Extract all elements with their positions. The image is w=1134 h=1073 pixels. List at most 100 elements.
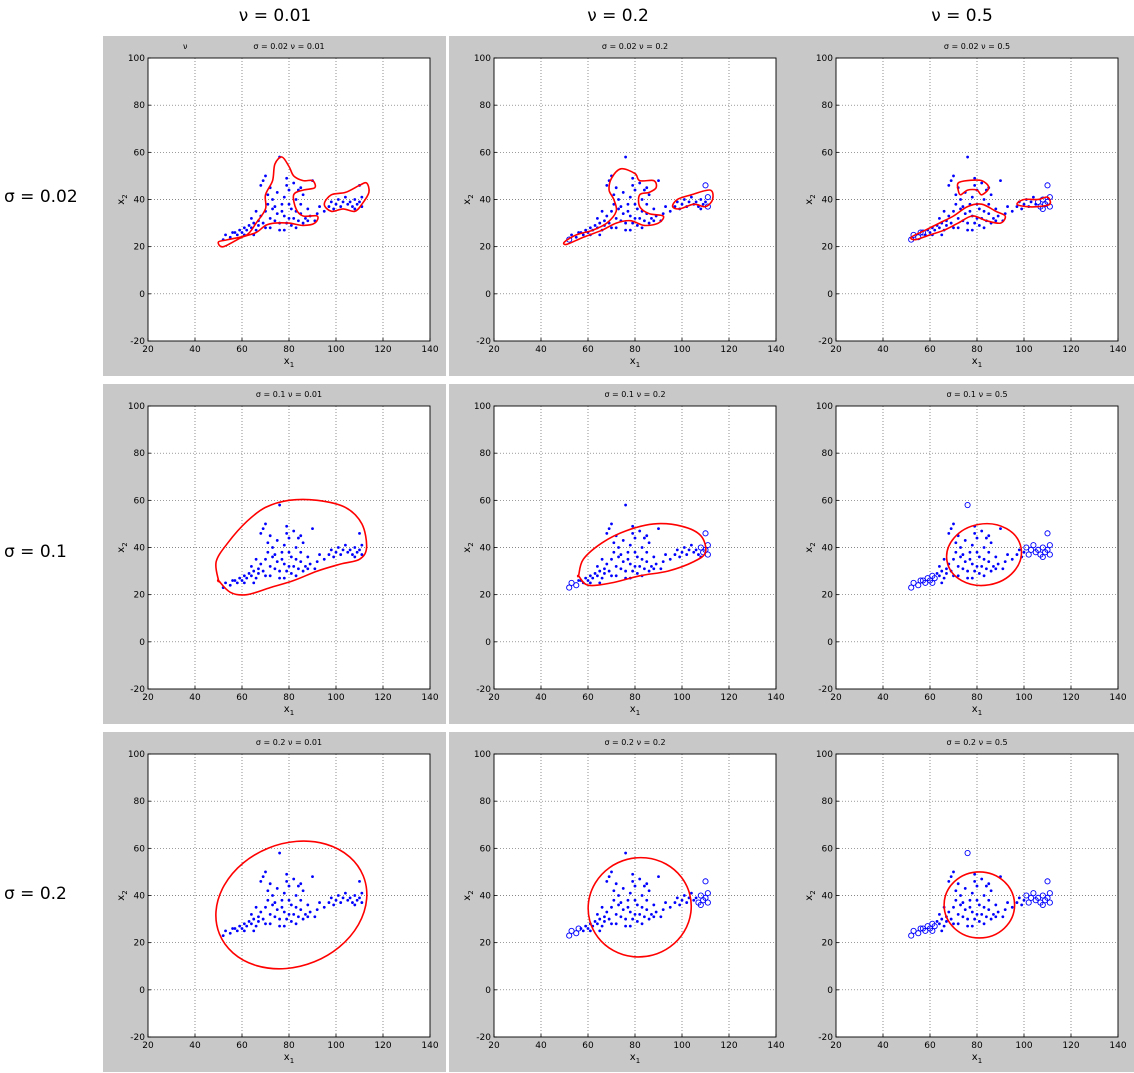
decision-boundary <box>562 167 665 246</box>
data-point <box>987 898 991 902</box>
y-tick-label: 60 <box>480 148 492 158</box>
data-point <box>942 209 946 213</box>
data-point <box>980 529 984 533</box>
data-point <box>645 186 649 190</box>
data-point <box>261 527 265 531</box>
x-tick-label: 120 <box>720 1041 737 1051</box>
data-point <box>963 887 967 890</box>
data-point <box>311 527 314 531</box>
outlier-point <box>702 878 709 885</box>
data-point <box>591 576 595 580</box>
data-point <box>252 221 256 225</box>
data-point <box>355 550 359 554</box>
data-point <box>952 905 955 909</box>
data-point <box>1010 557 1014 561</box>
x-axis-label: x1 <box>284 1052 294 1065</box>
outlier-point <box>573 930 580 937</box>
data-point <box>982 209 986 213</box>
data-point <box>1003 908 1007 912</box>
y-tick-label: 100 <box>816 750 833 760</box>
data-point <box>294 557 298 561</box>
data-point <box>353 546 357 549</box>
outlier-point <box>1046 899 1053 906</box>
data-point <box>259 183 263 187</box>
data-point <box>638 216 642 220</box>
data-point <box>600 905 604 909</box>
data-point <box>626 898 630 902</box>
data-point <box>638 181 642 185</box>
data-point <box>266 889 270 893</box>
data-point <box>954 202 958 206</box>
decision-boundary <box>323 181 370 213</box>
x-tick-label: 60 <box>582 345 594 355</box>
data-point <box>235 929 239 933</box>
data-point <box>621 191 625 194</box>
data-point <box>596 216 599 220</box>
chart-title: σ = 0.02 ν = 0.2 <box>602 42 668 51</box>
chart-title: σ = 0.1 ν = 0.5 <box>946 390 1007 399</box>
chart-title: σ = 0.2 ν = 0.01 <box>256 738 322 747</box>
data-point <box>987 212 991 216</box>
data-point <box>996 910 1000 914</box>
y-tick-label: -20 <box>476 685 491 695</box>
data-point <box>631 524 635 528</box>
outlier-point <box>919 577 926 584</box>
data-point <box>327 205 331 208</box>
x-tick-label: 100 <box>673 345 690 355</box>
y-tick-label: 40 <box>480 544 492 554</box>
outlier-point <box>917 229 924 236</box>
data-point <box>266 193 270 197</box>
data-point <box>614 186 618 190</box>
data-point <box>973 917 977 921</box>
x-tick-label: 100 <box>327 693 344 703</box>
outlier-point <box>964 850 971 857</box>
data-point <box>631 872 635 876</box>
data-point <box>619 901 623 904</box>
data-point <box>311 875 314 879</box>
data-point <box>654 910 658 914</box>
data-point <box>963 212 967 216</box>
data-point <box>664 553 667 556</box>
data-point <box>970 543 974 547</box>
data-point <box>301 193 305 197</box>
y-tick-label: 80 <box>480 797 492 807</box>
data-point <box>273 219 277 223</box>
outlier-point <box>929 579 936 586</box>
data-point <box>231 579 235 582</box>
data-point <box>987 550 991 554</box>
data-point <box>266 541 270 545</box>
data-point <box>680 202 684 206</box>
data-point <box>278 576 281 580</box>
column-header-nu-0.01: ν = 0.01 <box>238 6 312 26</box>
data-point <box>652 567 656 571</box>
x-tick-label: 140 <box>1109 345 1126 355</box>
data-point <box>275 212 279 216</box>
data-point <box>633 564 637 568</box>
data-point <box>266 202 270 206</box>
data-point <box>250 574 253 578</box>
data-point <box>975 912 979 916</box>
data-point <box>605 879 609 883</box>
y-axis-label: x2 <box>462 194 475 204</box>
data-point <box>287 188 291 192</box>
data-point <box>358 200 361 204</box>
data-point <box>640 894 644 897</box>
x-tick-label: 80 <box>971 693 983 703</box>
data-point <box>652 219 656 223</box>
data-point <box>264 557 267 561</box>
data-point <box>952 922 955 926</box>
data-point <box>947 879 951 883</box>
data-point <box>621 539 625 542</box>
y-tick-label: 80 <box>480 101 492 111</box>
data-point <box>282 910 286 914</box>
data-point <box>593 224 597 227</box>
data-point <box>287 216 291 220</box>
data-point <box>297 884 300 888</box>
data-point <box>289 207 293 211</box>
data-point <box>617 546 620 549</box>
data-point <box>650 216 653 220</box>
data-point <box>334 202 338 206</box>
data-point <box>275 908 279 912</box>
data-point <box>280 550 284 554</box>
data-point <box>635 207 639 211</box>
